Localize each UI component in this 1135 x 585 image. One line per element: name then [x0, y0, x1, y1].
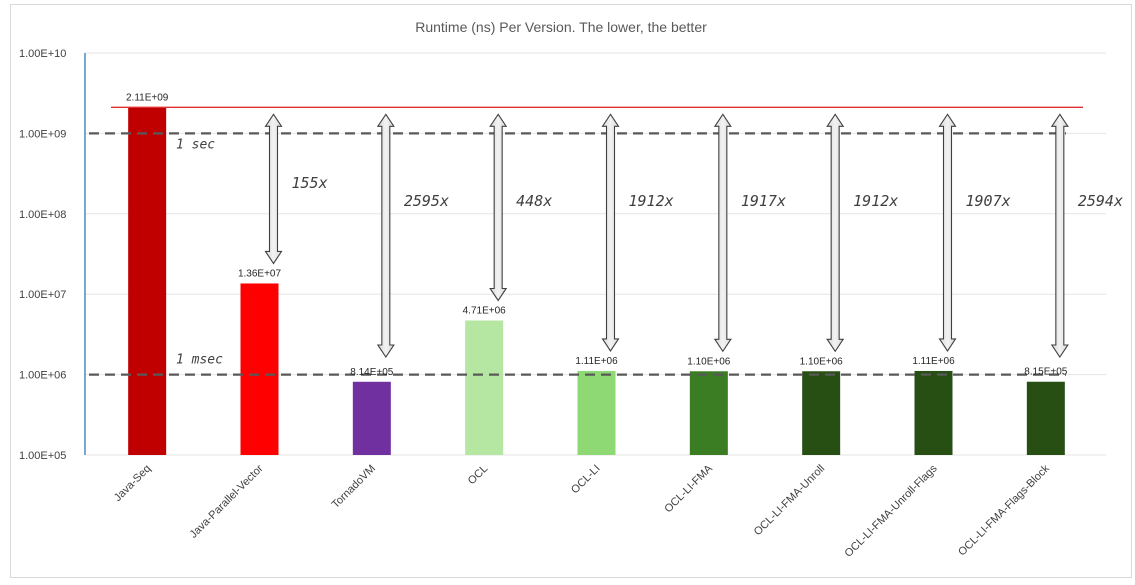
- y-tick-label: 1.00E+10: [19, 48, 66, 60]
- x-tick-label: OCL: [466, 463, 490, 487]
- speedup-label: 1917x: [741, 192, 786, 210]
- speedup-label: 448x: [516, 192, 552, 210]
- data-label: 4.71E+06: [463, 305, 507, 316]
- speedup-arrow: [489, 113, 508, 302]
- runtime-bar-chart: 1.00E+05 1.00E+06 1.00E+07 1.00E+08 1.00E+09…: [19, 19, 1123, 560]
- y-tick-label: 1.00E+07: [19, 289, 66, 301]
- speedup-arrow: [826, 113, 845, 353]
- data-label: 1.36E+07: [238, 268, 282, 279]
- bar: [577, 370, 616, 455]
- bar: [240, 283, 279, 455]
- x-tick-label: OCL-LI-FMA-Unroll-Flags: [843, 462, 940, 559]
- data-label: 1.10E+06: [800, 356, 844, 367]
- bar: [352, 381, 391, 455]
- x-tick-label: OCL-LI-FMA: [662, 462, 715, 515]
- speedup-arrow: [938, 113, 957, 352]
- data-label: 1.11E+06: [912, 356, 955, 367]
- x-tick-label: TornadoVM: [330, 463, 378, 511]
- x-axis-labels: Java-Seq Java-Parallel-Vector TornadoVM OCL…: [112, 462, 1052, 560]
- data-label: 8.14E+05: [350, 367, 394, 378]
- bar: [128, 107, 167, 455]
- y-tick-label: 1.00E+06: [19, 370, 66, 382]
- reference-line-label: 1 msec: [176, 353, 223, 368]
- x-tick-label: Java-Seq: [112, 463, 153, 504]
- data-label: 2.11E+09: [126, 92, 169, 103]
- x-tick-label: OCL-LI-FMA-Flags-Block: [956, 462, 1052, 558]
- y-tick-label: 1.00E+09: [19, 128, 66, 140]
- chart-title: Runtime (ns) Per Version. The lower, the…: [415, 19, 707, 35]
- bars: [128, 107, 1065, 455]
- data-labels: 2.11E+09 1.36E+07 8.14E+05 4.71E+06 1.11E+06…: [126, 92, 1068, 377]
- bar: [689, 371, 728, 455]
- y-axis: 1.00E+05 1.00E+06 1.00E+07 1.00E+08 1.00E+09…: [19, 48, 86, 462]
- x-tick-label: Java-Parallel-Vector: [188, 462, 266, 540]
- bar: [802, 371, 841, 455]
- speedup-arrow: [264, 113, 283, 265]
- bar: [914, 370, 953, 455]
- speedup-label: 2594x: [1078, 192, 1123, 210]
- speedup-label: 1907x: [966, 192, 1011, 210]
- bar: [465, 320, 504, 455]
- speedup-label: 1912x: [629, 192, 674, 210]
- speedup-arrow: [1050, 113, 1069, 358]
- speedup-label: 2595x: [404, 192, 449, 210]
- speedup-arrows: 155x 2595x 448x 1912x 1917x 1912x 1907x 2594x: [264, 113, 1123, 358]
- reference-lines: 1 sec 1 msec: [89, 106, 1083, 376]
- speedup-label: 155x: [292, 174, 328, 192]
- y-tick-label: 1.00E+05: [19, 450, 66, 462]
- speedup-arrow: [376, 113, 395, 358]
- x-tick-label: OCL-LI: [569, 463, 603, 497]
- speedup-label: 1912x: [853, 192, 898, 210]
- y-tick-label: 1.00E+08: [19, 209, 66, 221]
- reference-line-label: 1 sec: [176, 137, 215, 152]
- data-label: 1.11E+06: [575, 356, 618, 367]
- data-label: 8.15E+05: [1024, 367, 1068, 378]
- speedup-arrow: [601, 113, 620, 352]
- x-tick-label: OCL-LI-FMA-Unroll: [752, 463, 827, 538]
- bar: [1026, 381, 1065, 455]
- chart-frame: 1.00E+05 1.00E+06 1.00E+07 1.00E+08 1.00E+09…: [10, 4, 1132, 578]
- speedup-arrow: [713, 113, 732, 353]
- data-label: 1.10E+06: [687, 356, 731, 367]
